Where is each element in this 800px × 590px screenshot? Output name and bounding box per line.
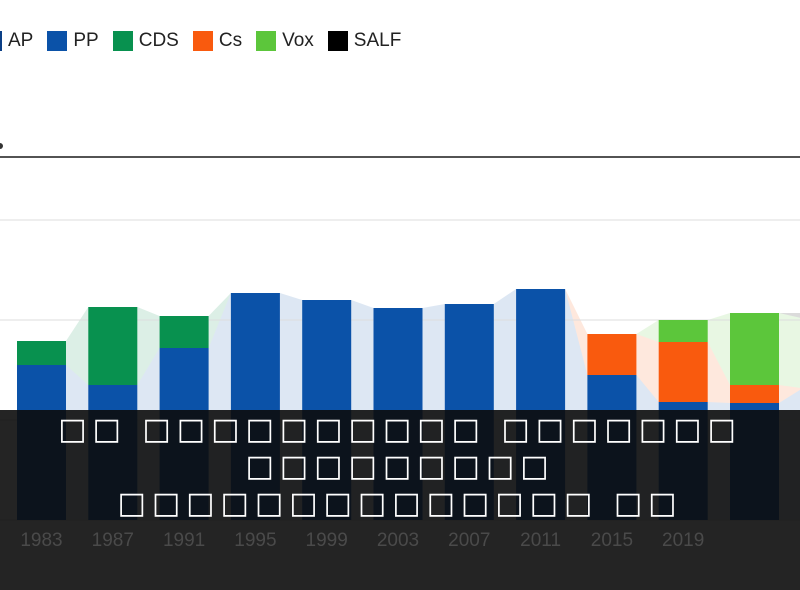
bar-segment-vox — [658, 320, 708, 342]
legend-label: Cs — [218, 30, 243, 51]
legend-item-cds: CDS — [112, 30, 179, 52]
legend-swatch — [47, 31, 68, 51]
x-tick-label: 1995 — [234, 530, 277, 551]
x-axis-tick-labels: 1983 1987 1991 1995 1999 2003 2007 2011 2015 2019… — [0, 530, 800, 560]
caption-text: □□ □□□□□□□□□□ □□□□□□□ □□□□□□□□□ □□□□□□□□… — [0, 410, 800, 522]
series-shading — [17, 289, 800, 403]
caption-line-2: □□□□□□□□□ — [245, 448, 555, 484]
legend-label: AP — [8, 30, 34, 51]
legend-item-ap: AP — [0, 30, 33, 52]
reference-line-marker — [0, 143, 3, 149]
bar-segment-cds — [88, 307, 138, 385]
legend-swatch — [256, 31, 277, 51]
bar-segment-cds — [17, 341, 66, 365]
bar-segment-cds — [159, 316, 209, 348]
legend-swatch — [112, 31, 133, 51]
caption-line-1: □□ □□□□□□□□□□ □□□□□□□ — [58, 411, 742, 447]
legend-swatch — [0, 31, 2, 51]
legend-item-salf: SALF — [327, 30, 402, 52]
bar-segment-cs — [587, 334, 637, 375]
legend-label: Vox — [282, 30, 314, 51]
bar-segment-cs — [658, 342, 708, 402]
legend-item-pp: PP — [47, 30, 99, 52]
x-tick-label: 1991 — [162, 530, 206, 551]
x-tick-label: 2011 — [520, 530, 562, 551]
x-tick-label: 2007 — [448, 530, 491, 551]
x-tick-label: 1999 — [305, 530, 348, 551]
legend-label: PP — [73, 30, 99, 51]
legend-label: CDS — [138, 30, 179, 51]
chart-legend: AP PP CDS Cs Vox SALF — [0, 28, 415, 54]
x-tick-label: 2019 — [662, 530, 705, 551]
x-tick-label: 1983 — [20, 530, 63, 551]
bar-segment-cs — [730, 385, 779, 403]
bar-segment-vox — [730, 313, 779, 385]
legend-item-vox: Vox — [256, 30, 314, 52]
x-tick-label: 2003 — [376, 530, 420, 551]
x-tick-label: 2015 — [590, 530, 634, 551]
caption-line-3: □□□□□□□□□□□□□□ □□ — [117, 485, 683, 521]
legend-swatch — [192, 31, 213, 51]
caption-overlay — [0, 410, 800, 590]
legend-label: SALF — [353, 30, 402, 51]
legend-swatch — [327, 31, 348, 51]
legend-item-cs: Cs — [192, 30, 243, 52]
x-tick-label: 1987 — [91, 530, 134, 551]
x-tick-label: 20 — [786, 530, 800, 552]
